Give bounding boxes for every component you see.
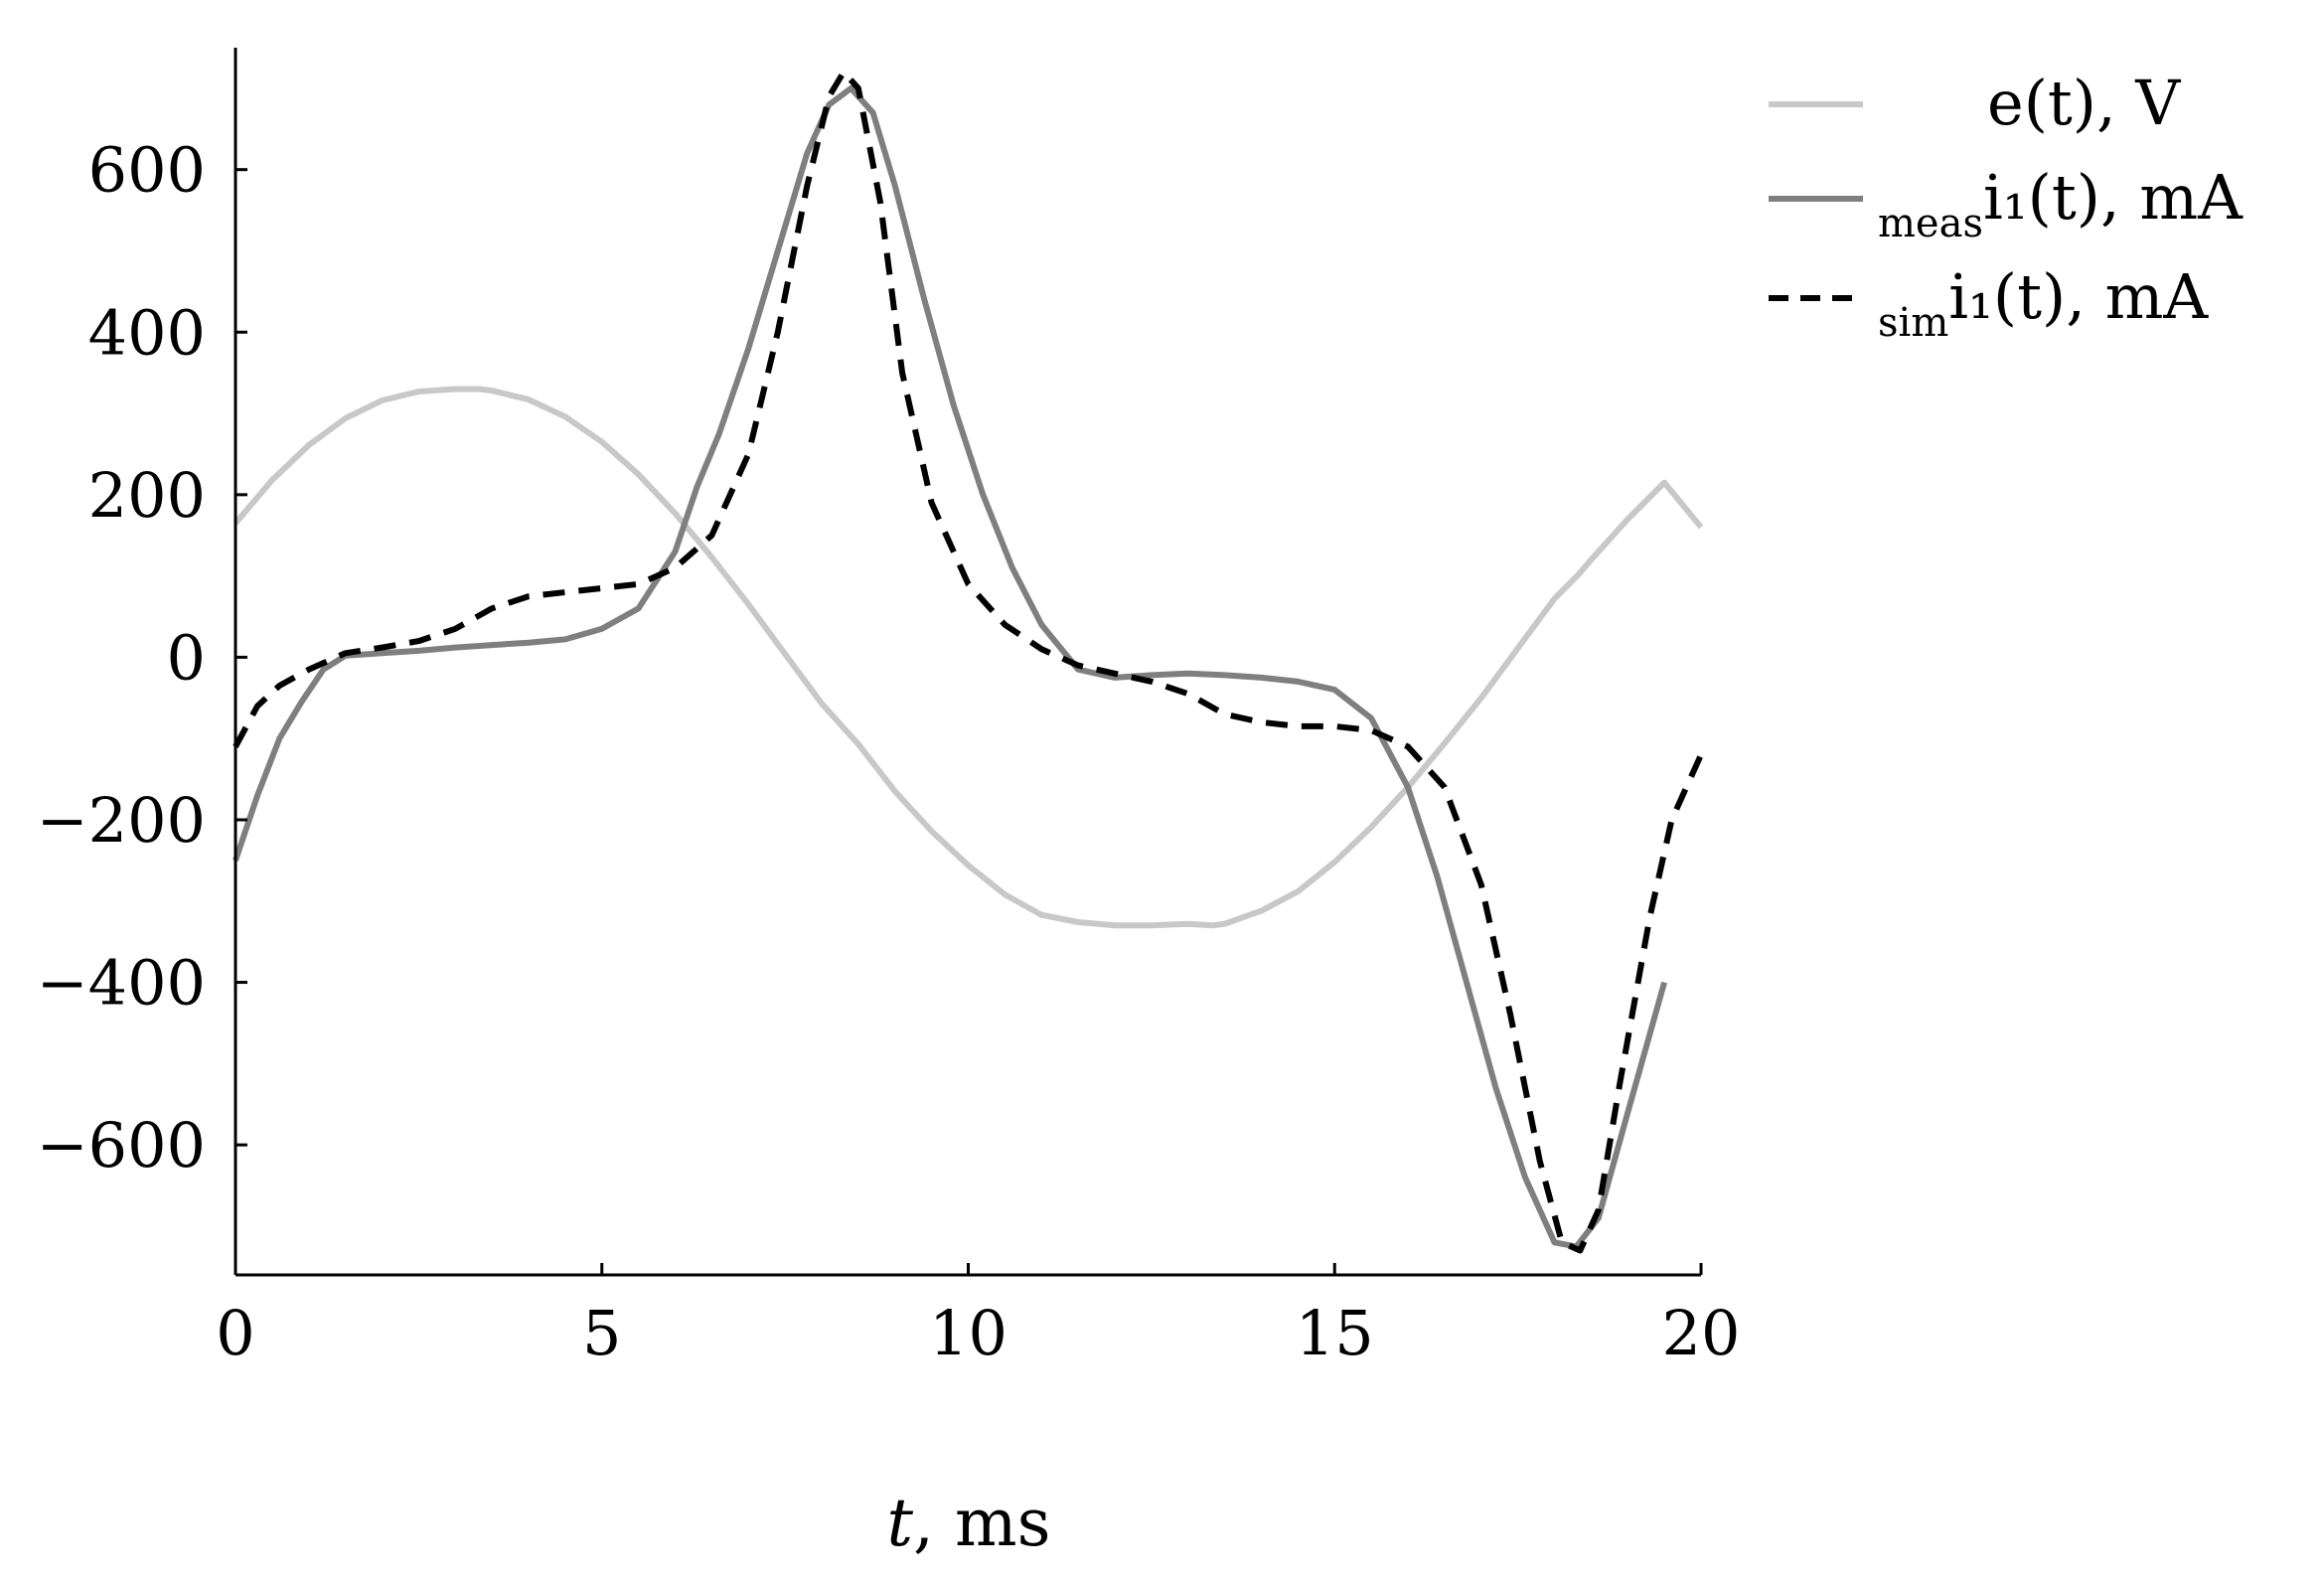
x-tick-label: 20 [1662, 1297, 1741, 1369]
series-layer [232, 69, 1704, 1254]
series-line-1 [232, 84, 1667, 1250]
x-tick-label: 10 [929, 1297, 1007, 1369]
y-tick-label: −600 [37, 1109, 206, 1182]
legend-label-2: simi₁(t), mA [1878, 260, 2209, 346]
y-tick-label: 0 [167, 621, 206, 694]
x-tick-label: 0 [216, 1297, 254, 1369]
y-tick-label: 200 [88, 459, 206, 532]
y-tick-label: −200 [37, 784, 206, 857]
x-axis-label: t, ms [887, 1485, 1051, 1561]
legend-label-0: e(t), V [1987, 67, 2181, 139]
y-tick-label: 600 [88, 134, 206, 207]
y-tick-label: −400 [37, 947, 206, 1020]
series-line-0 [232, 386, 1704, 929]
svg-text:t, ms: t, ms [887, 1485, 1051, 1561]
x-tick-label: 5 [582, 1297, 621, 1369]
axes [233, 48, 1701, 1277]
x-tick-label: 15 [1296, 1297, 1374, 1369]
x-axis-label-var: t [887, 1485, 914, 1561]
legend-label-1: measi₁(t), mA [1878, 161, 2244, 246]
series-line-2 [232, 69, 1704, 1254]
x-axis-label-unit: , ms [913, 1485, 1050, 1561]
legend: e(t), V measi₁(t), mA simi₁(t), mA [1769, 67, 2244, 346]
ticks: 0 5 10 15 20 −600 −400 −200 0 200 400 600 [37, 134, 1741, 1369]
y-tick-label: 400 [88, 296, 206, 369]
